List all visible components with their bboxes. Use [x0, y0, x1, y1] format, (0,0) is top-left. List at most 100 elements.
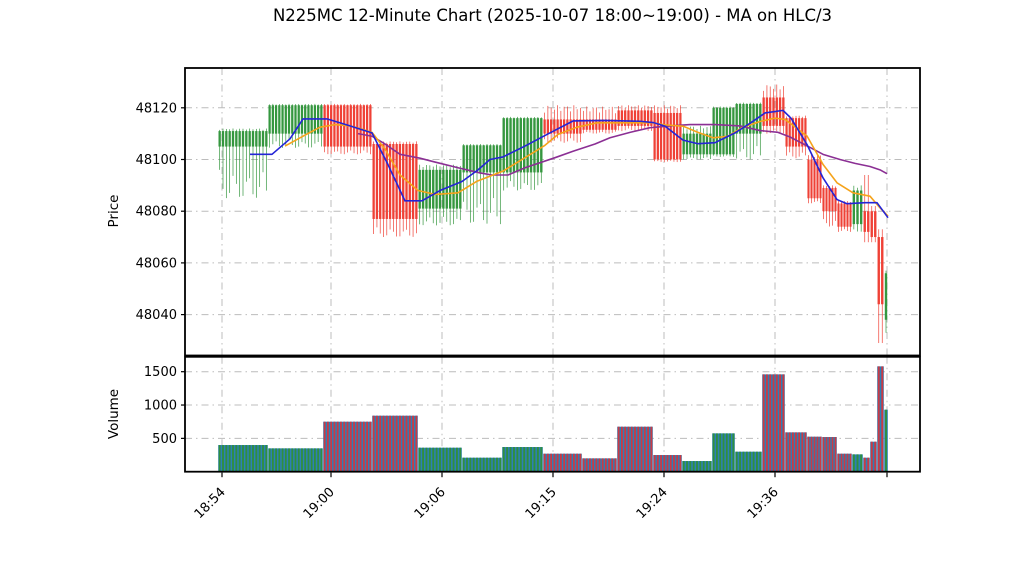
- candle-bar: [595, 119, 598, 130]
- candle-bar: [852, 190, 856, 225]
- candle-bar: [659, 112, 663, 160]
- candle-bar: [877, 237, 880, 305]
- candle-bar: [225, 131, 228, 147]
- volume-bar-group: [877, 366, 884, 472]
- candle-bar: [472, 145, 475, 173]
- candle-bar: [881, 237, 884, 305]
- candle-bar: [469, 145, 472, 173]
- candle-bar: [258, 131, 261, 147]
- candle-bar: [709, 133, 712, 155]
- candle-bar: [572, 119, 576, 134]
- candle-bar: [505, 118, 509, 173]
- candle-bar: [785, 118, 788, 147]
- candle-bar: [529, 118, 533, 173]
- candle-bar: [549, 119, 553, 134]
- candle-bar: [218, 131, 221, 147]
- candle-bar: [519, 118, 522, 173]
- y-tick-label: 48080: [136, 205, 177, 220]
- y-tick-label: 48120: [136, 101, 177, 116]
- candle-bar: [294, 105, 297, 134]
- candle-bar: [408, 143, 411, 219]
- volume-bar-group: [735, 451, 762, 472]
- candle-bar: [546, 119, 550, 134]
- candle-bar: [352, 105, 356, 147]
- candle-bar: [556, 119, 559, 134]
- candle-bar: [633, 110, 637, 126]
- candle-bar: [604, 119, 607, 130]
- candle-bar: [235, 131, 238, 147]
- candle-bar: [646, 110, 650, 126]
- candle-bar: [582, 119, 585, 130]
- candle-bar: [268, 105, 271, 134]
- candle-bar: [870, 211, 873, 238]
- candle-bar: [679, 112, 682, 160]
- candle-bar: [837, 203, 840, 227]
- candle-bar: [425, 169, 428, 209]
- candle-bar: [685, 133, 689, 155]
- candle-bar: [415, 143, 418, 219]
- candle-bar: [509, 118, 512, 173]
- candle-bar: [810, 159, 813, 199]
- candle-bar: [231, 131, 235, 147]
- ma-line-long: [357, 123, 888, 176]
- candle-bar: [255, 131, 258, 147]
- candle-bar: [228, 131, 231, 147]
- candle-bar: [825, 187, 828, 212]
- candle-bar: [375, 143, 379, 219]
- candle-bar: [663, 112, 666, 160]
- candle-bar: [281, 105, 284, 134]
- volume-bars: [218, 366, 888, 472]
- candle-bar: [725, 107, 728, 155]
- candle-bar: [291, 105, 294, 134]
- candle-bar: [592, 119, 595, 130]
- candle-bar: [418, 169, 421, 209]
- candle-bar: [611, 119, 614, 130]
- candle-bar: [445, 169, 448, 209]
- candle-bar: [712, 107, 715, 155]
- candle-bar: [502, 118, 505, 173]
- candle-bar: [759, 103, 762, 134]
- chart-title: N225MC 12-Minute Chart (2025-10-07 18:00…: [272, 6, 833, 25]
- x-tick-label: 19:36: [745, 485, 782, 522]
- candle-bar: [819, 159, 822, 199]
- volume-bar-group: [462, 457, 502, 472]
- y-tick-label: 48060: [136, 256, 177, 271]
- candle-bar: [840, 203, 843, 227]
- candle-bar: [452, 169, 455, 209]
- candle-bar: [732, 107, 735, 155]
- candle-bar: [566, 119, 569, 134]
- candle-bar: [828, 187, 831, 212]
- candle-bar: [653, 112, 656, 160]
- candle-bar: [448, 169, 452, 209]
- candle-bar: [536, 118, 540, 173]
- candle-bar: [822, 187, 825, 212]
- candle-bar: [843, 203, 846, 227]
- candle-bar: [221, 131, 225, 147]
- candle-bar: [863, 211, 866, 232]
- candle-bar: [382, 143, 385, 219]
- y-tick-label: 500: [152, 432, 177, 447]
- candle-bar: [752, 103, 755, 134]
- x-tick-label: 18:54: [192, 485, 229, 522]
- candle-bar: [274, 105, 278, 134]
- y-tick-label: 48100: [136, 153, 177, 168]
- candle-bar: [791, 118, 794, 147]
- ma-line-short: [250, 109, 889, 219]
- candle-bar: [874, 211, 877, 238]
- candle-bar: [516, 118, 519, 173]
- candle-bar: [624, 110, 627, 126]
- candle-bar: [553, 119, 556, 134]
- candle-bar: [459, 169, 462, 209]
- candle-bar: [284, 105, 287, 134]
- candle-bar: [428, 169, 432, 209]
- candle-bar: [598, 119, 601, 130]
- candle-bar: [479, 145, 482, 173]
- volume-bar-group: [502, 447, 543, 472]
- candle-bar: [834, 187, 837, 212]
- candle-bar: [620, 110, 624, 126]
- candle-bar: [813, 159, 816, 199]
- candle-bar: [462, 145, 465, 173]
- candle-bar: [245, 131, 248, 147]
